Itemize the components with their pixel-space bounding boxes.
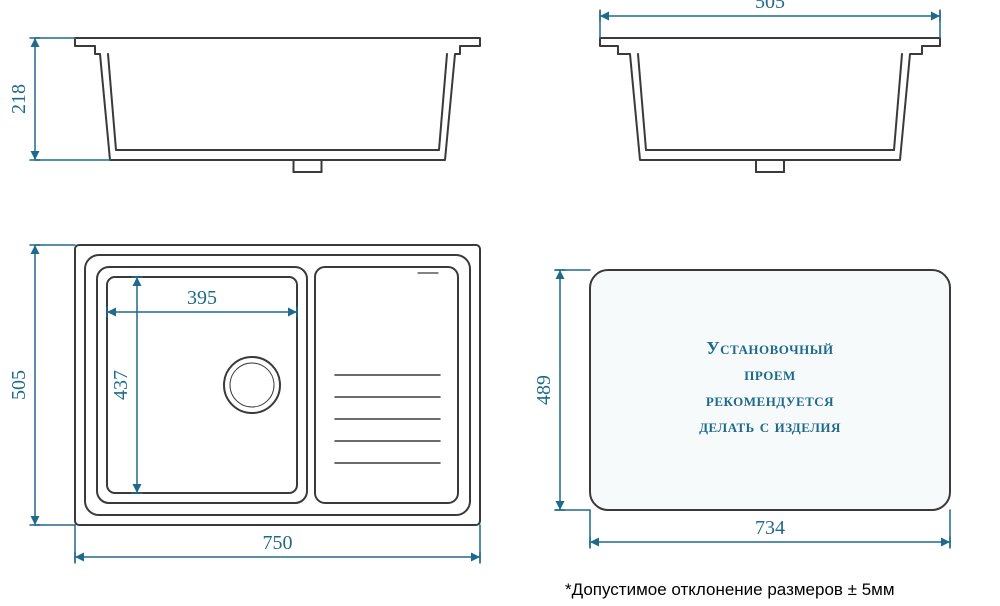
dim-218: 218 xyxy=(8,84,30,114)
cutout-note-line: рекомендуется xyxy=(706,390,834,410)
cutout-note-line: Установочный xyxy=(706,338,833,358)
footnote-text: *Допустимое отклонение размеров ± 5мм xyxy=(565,580,895,600)
dim-505-left: 505 xyxy=(8,370,30,400)
dim-505-top: 505 xyxy=(755,0,785,13)
dim-734: 734 xyxy=(755,517,785,539)
dim-395: 395 xyxy=(187,287,217,309)
cutout-note-line: проем xyxy=(744,364,796,384)
cutout-note-line: делать с изделия xyxy=(699,416,841,436)
dim-437: 437 xyxy=(110,370,132,400)
technical-drawing: 218 505 395 437 750 505 Установочный проем реком… xyxy=(0,0,1000,606)
dim-750: 750 xyxy=(263,532,293,554)
dim-489: 489 xyxy=(533,375,555,405)
